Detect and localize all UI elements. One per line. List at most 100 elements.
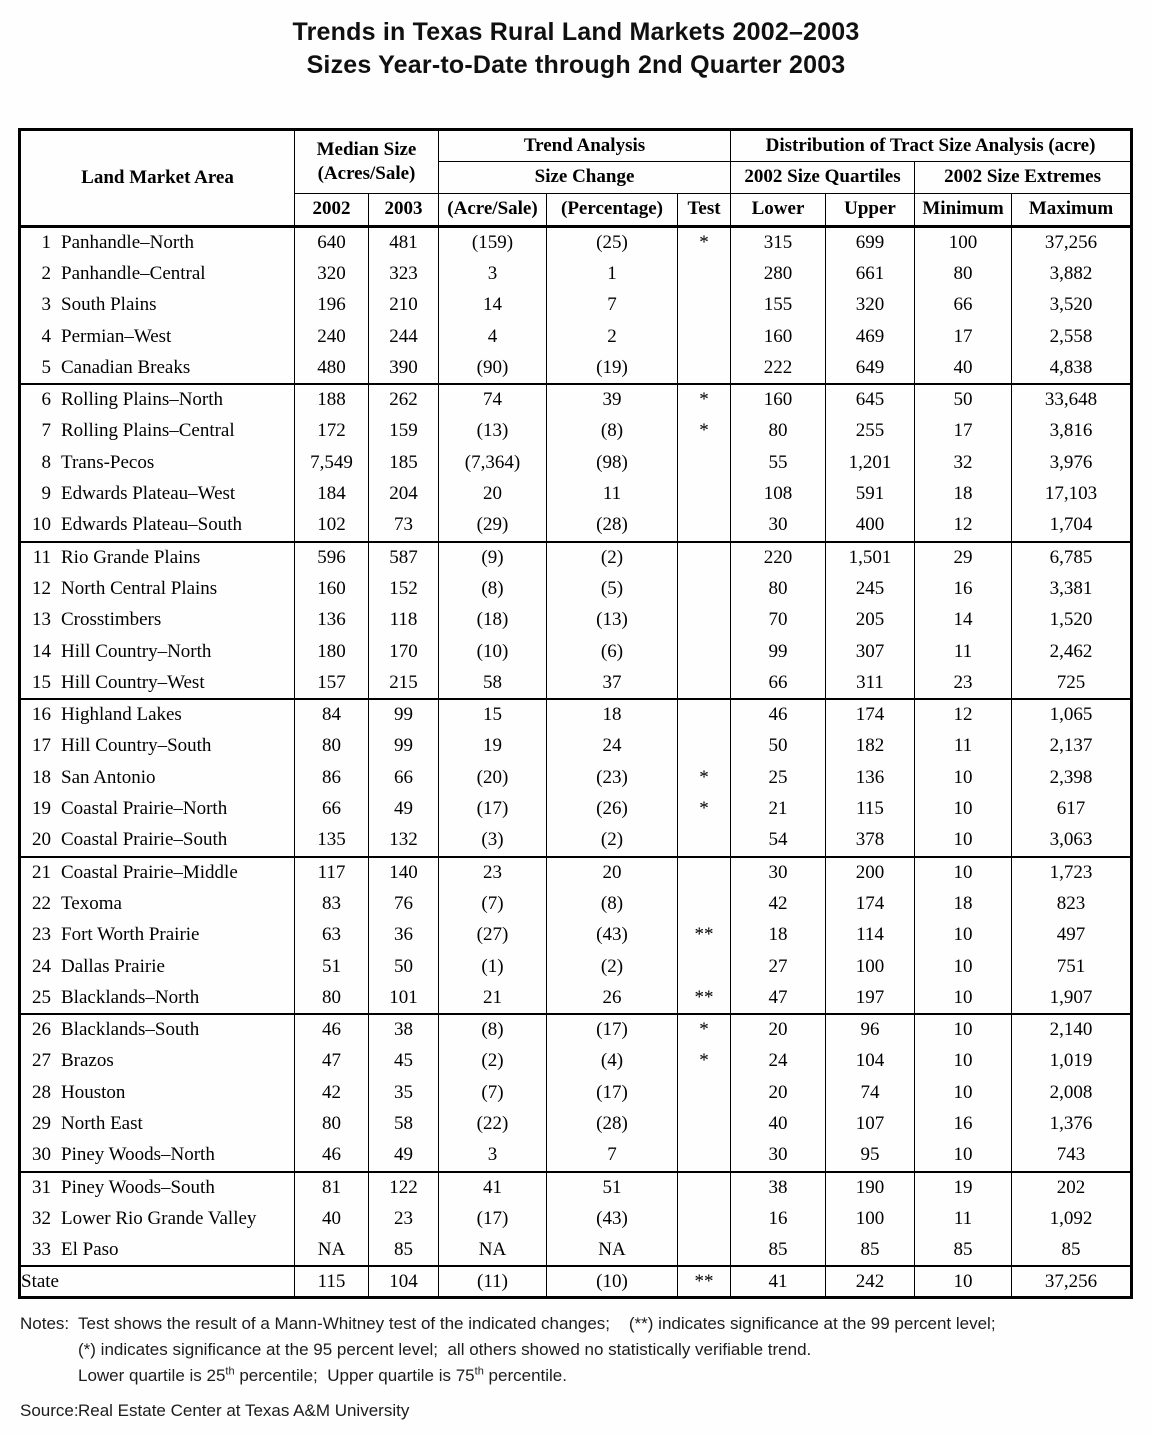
cell-value: 35	[368, 1077, 439, 1109]
cell-value: 47	[294, 1045, 369, 1077]
cell-value: 3	[438, 1140, 547, 1172]
table-body: 1 Panhandle–North 640 481 (159) (25) * 315 699 10…	[19, 226, 1132, 1298]
header-col-lower: Lower	[730, 193, 826, 228]
cell-value: 80	[294, 1108, 369, 1140]
cell-value	[676, 1203, 731, 1235]
cell-value: 63	[294, 919, 369, 951]
cell-value: 210	[368, 289, 439, 321]
cell-area-state: State	[19, 1265, 295, 1298]
cell-value: 132	[368, 825, 439, 857]
cell-area: 33 El Paso	[19, 1234, 295, 1266]
area-name: Edwards Plateau–West	[61, 483, 236, 505]
cell-value: NA	[546, 1234, 678, 1266]
cell-value: 160	[730, 383, 826, 416]
table-row-state: State 115 104 (11) (10) ** 41 242 10 37,256	[19, 1265, 1132, 1298]
cell-area: 14 Hill Country–North	[19, 636, 295, 668]
cell-area: 6 Rolling Plains–North	[19, 383, 295, 416]
cell-value: 2,558	[1011, 321, 1132, 353]
row-number: 25	[32, 986, 51, 1008]
header-2002-size-extremes: 2002 Size Extremes	[914, 161, 1132, 194]
header-col-percentage: (Percentage)	[546, 193, 678, 228]
area-name: Texoma	[61, 892, 122, 914]
table-row: 8 Trans-Pecos 7,549 185 (7,364) (98) 55 1,201 32…	[19, 447, 1132, 479]
cell-area: 26 Blacklands–South	[19, 1013, 295, 1046]
table-row: 1 Panhandle–North 640 481 (159) (25) * 315 699 10…	[19, 226, 1132, 258]
cell-value: 159	[368, 415, 439, 447]
table-row: 14 Hill Country–North 180 170 (10) (6) 99 307 11…	[19, 636, 1132, 668]
cell-value: 262	[368, 383, 439, 416]
cell-value: (2)	[438, 1045, 547, 1077]
row-number: 5	[41, 356, 52, 378]
header-2002-size-quartiles: 2002 Size Quartiles	[730, 161, 915, 194]
row-number: 9	[41, 483, 52, 505]
cell-value	[676, 1170, 731, 1203]
cell-value: 21	[438, 982, 547, 1014]
header-median-size-line2: (Acres/Sale)	[317, 163, 416, 184]
cell-value: 36	[368, 919, 439, 951]
table-row: 19 Coastal Prairie–North 66 49 (17) (26) * 21 11…	[19, 793, 1132, 825]
source-line: Source: Real Estate Center at Texas A&M …	[20, 1398, 1152, 1424]
cell-value: 180	[294, 636, 369, 668]
area-name: South Plains	[61, 294, 157, 316]
cell-value: 4,838	[1011, 352, 1132, 384]
header-col-test: Test	[676, 193, 731, 228]
cell-value: 587	[368, 540, 439, 573]
cell-value: (17)	[438, 793, 547, 825]
area-name: Permian–West	[61, 325, 172, 347]
cell-value: 30	[730, 1140, 826, 1172]
table-row: 4 Permian–West 240 244 4 2 160 469 17 2,558	[19, 321, 1132, 353]
cell-value: 311	[825, 667, 915, 699]
header-distribution: Distribution of Tract Size Analysis (acr…	[730, 129, 1132, 162]
table-row: 29 North East 80 58 (22) (28) 40 107 16 1,376	[19, 1108, 1132, 1140]
cell-value: 58	[438, 667, 547, 699]
note-line-3: Lower quartile is 25th percentile; Upper…	[20, 1363, 1152, 1389]
cell-value: 15	[438, 698, 547, 731]
row-number: 30	[32, 1144, 51, 1166]
cell-value: (13)	[438, 415, 547, 447]
cell-value: 2,140	[1011, 1013, 1132, 1046]
table-row: 30 Piney Woods–North 46 49 3 7 30 95 10 743	[19, 1140, 1132, 1172]
table-row: 2 Panhandle–Central 320 323 3 1 280 661 80 3,882	[19, 258, 1132, 290]
note-line-2: (*) indicates significance at the 95 per…	[20, 1337, 1152, 1363]
cell-value: 16	[914, 1108, 1012, 1140]
area-name: Canadian Breaks	[61, 356, 191, 378]
table-row: 9 Edwards Plateau–West 184 204 20 11 108 591 18 1…	[19, 478, 1132, 510]
row-number: 31	[32, 1176, 51, 1198]
cell-value: 51	[294, 951, 369, 983]
cell-value: 42	[294, 1077, 369, 1109]
cell-value: 114	[825, 919, 915, 951]
row-number: 26	[32, 1019, 51, 1041]
cell-value: (27)	[438, 919, 547, 951]
cell-value: 20	[546, 855, 678, 888]
cell-area: 18 San Antonio	[19, 762, 295, 794]
cell-value: 205	[825, 604, 915, 636]
cell-area: 17 Hill Country–South	[19, 730, 295, 762]
cell-value: 23	[438, 855, 547, 888]
area-name: Houston	[61, 1081, 126, 1103]
cell-value	[676, 636, 731, 668]
cell-value	[676, 289, 731, 321]
row-number: 33	[32, 1238, 51, 1260]
cell-value: **	[676, 1265, 731, 1298]
cell-value: 1,201	[825, 447, 915, 479]
cell-value: 70	[730, 604, 826, 636]
cell-value: 55	[730, 447, 826, 479]
row-number: 6	[41, 389, 52, 411]
row-number: 1	[41, 232, 52, 253]
cell-value: (43)	[546, 1203, 678, 1235]
cell-value: 190	[825, 1170, 915, 1203]
cell-value: 33,648	[1011, 383, 1132, 416]
cell-area: 19 Coastal Prairie–North	[19, 793, 295, 825]
cell-value: 17	[914, 415, 1012, 447]
cell-value: 1,092	[1011, 1203, 1132, 1235]
superscript-th: th	[225, 1365, 235, 1378]
cell-value: 323	[368, 258, 439, 290]
cell-value: 3,976	[1011, 447, 1132, 479]
area-name: Hill Country–South	[61, 735, 212, 757]
cell-value: 3	[438, 258, 547, 290]
cell-value: 390	[368, 352, 439, 384]
cell-area: 2 Panhandle–Central	[19, 258, 295, 290]
cell-value: (23)	[546, 762, 678, 794]
cell-value: 649	[825, 352, 915, 384]
table-row: 23 Fort Worth Prairie 63 36 (27) (43) ** 18 114 1…	[19, 919, 1132, 951]
